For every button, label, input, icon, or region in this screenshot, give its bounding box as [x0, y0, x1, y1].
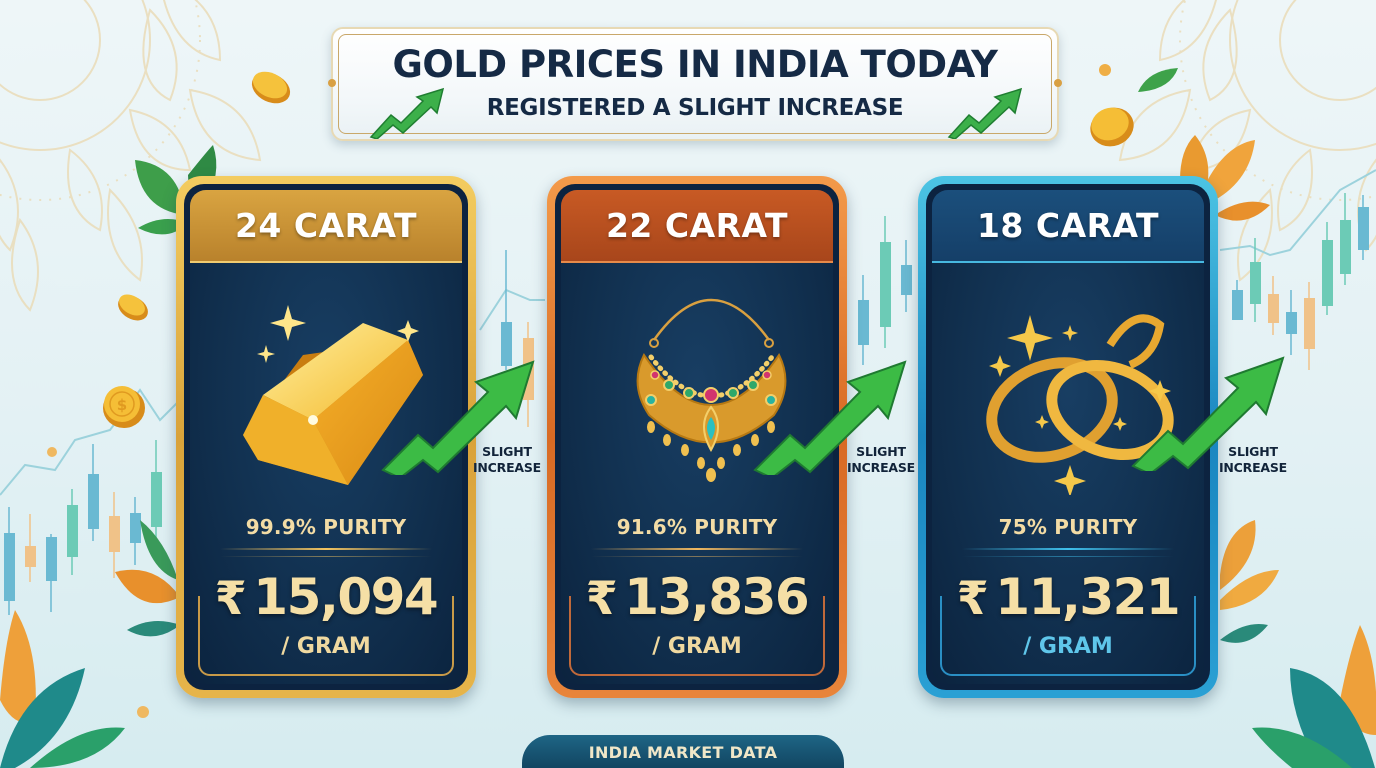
trending-up-arrow-icon	[1131, 356, 1285, 471]
footer-tab: INDIA MARKET DATA	[522, 735, 844, 768]
carat-label: 22 CARAT	[561, 190, 833, 263]
price-value: ₹13,836	[561, 568, 833, 626]
trend-label-line1: SLIGHT	[482, 444, 532, 459]
price-unit: / GRAM	[652, 634, 742, 659]
rupee-symbol: ₹	[214, 571, 247, 625]
price-unit: / GRAM	[281, 634, 371, 659]
price-amount: 11,321	[995, 568, 1180, 626]
trend-label-line1: SLIGHT	[856, 444, 906, 459]
leaves-mid-left-icon	[115, 520, 180, 637]
title-banner: GOLD PRICES IN INDIA TODAY REGISTERED A …	[328, 27, 1062, 141]
trend-line-right	[1219, 169, 1376, 257]
trend-line-mid1	[479, 288, 545, 331]
trending-up-arrow-icon	[381, 360, 535, 475]
trend-label: SLIGHT INCREASE	[462, 444, 552, 476]
purity-label: 99.9% PURITY	[245, 515, 407, 539]
price-amount: 13,836	[624, 568, 809, 626]
gold-rings-icon	[986, 314, 1174, 495]
leaves-bottom-right-icon	[1252, 625, 1376, 768]
trend-line-left	[0, 388, 181, 496]
price-unit: / GRAM	[1023, 634, 1113, 659]
divider	[220, 556, 432, 557]
divider	[962, 556, 1174, 557]
leaves-mid-right-icon	[1220, 520, 1279, 643]
gold-dot	[1099, 64, 1111, 76]
price-value: ₹15,094	[190, 568, 462, 626]
purity-label: 75% PURITY	[998, 515, 1138, 539]
candlestick-chart-left	[4, 440, 162, 615]
footer-label: INDIA MARKET DATA	[588, 743, 778, 762]
trend-label-line1: SLIGHT	[1228, 444, 1278, 459]
trending-up-arrow-icon	[947, 87, 1023, 139]
leaf-icon	[1138, 68, 1178, 92]
page-subtitle: REGISTERED A SLIGHT INCREASE	[486, 95, 904, 121]
trending-up-arrow-icon	[753, 360, 907, 475]
card-body: 18 CARAT 75% PURITY ₹11,321 / GRAM	[932, 190, 1204, 684]
page-title: GOLD PRICES IN INDIA TODAY	[392, 43, 998, 86]
divider	[962, 548, 1174, 550]
dollar-coin-icon: $	[103, 386, 145, 428]
price-value: ₹11,321	[932, 568, 1204, 626]
rupee-symbol: ₹	[956, 571, 989, 625]
banner-dot-right	[1054, 79, 1062, 87]
divider	[220, 548, 432, 550]
gold-coin-icon	[118, 294, 148, 321]
trend-label: SLIGHT INCREASE	[1208, 444, 1298, 476]
price-amount: 15,094	[253, 568, 438, 626]
banner-inner-border	[338, 34, 1052, 134]
purity-label: 91.6% PURITY	[616, 515, 778, 539]
rupee-symbol: ₹	[585, 571, 618, 625]
gold-bar-icon	[243, 305, 423, 485]
rupee-coin-icon	[1090, 107, 1134, 147]
leaves-bottom-left-icon	[0, 610, 125, 768]
gold-dot	[137, 706, 149, 718]
trend-label: SLIGHT INCREASE	[836, 444, 926, 476]
carat-label: 18 CARAT	[932, 190, 1204, 263]
candlestick-chart-right	[1232, 193, 1369, 370]
trend-label-line2: INCREASE	[472, 460, 542, 475]
carat-label: 24 CARAT	[190, 190, 462, 263]
trend-label-line2: INCREASE	[846, 460, 916, 475]
banner-dot-left	[328, 79, 336, 87]
trending-up-arrow-icon	[369, 87, 445, 139]
trend-label-line2: INCREASE	[1218, 460, 1288, 475]
gold-dot	[47, 447, 57, 457]
gold-coin-icon	[251, 71, 291, 104]
divider	[591, 556, 803, 557]
divider	[591, 548, 803, 550]
gold-necklace-icon	[636, 298, 787, 482]
svg-text:$: $	[117, 396, 127, 414]
candlestick-chart-mid2	[858, 216, 912, 365]
